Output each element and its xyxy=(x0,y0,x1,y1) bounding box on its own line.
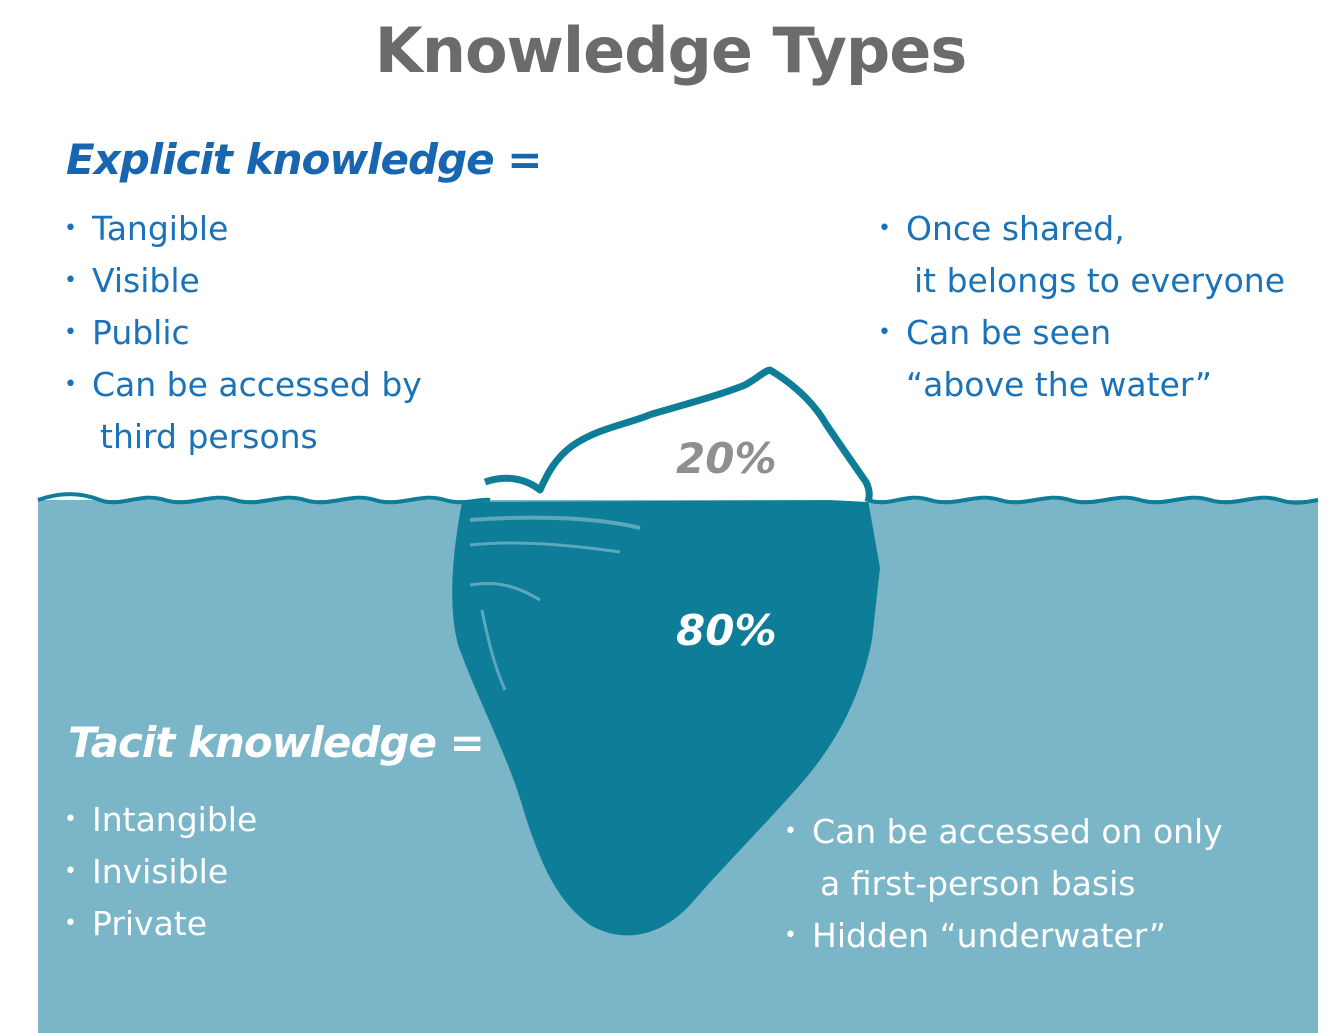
iceberg-underwater-shape xyxy=(452,500,880,936)
below-water-percent: 80% xyxy=(676,606,777,655)
list-item-text: Tangible xyxy=(92,209,229,248)
list-item-text: Private xyxy=(92,904,208,943)
list-item-text: Can be accessed by xyxy=(92,365,422,404)
list-item: Private xyxy=(64,898,257,950)
explicit-left-list: Tangible Visible Public Can be accessed … xyxy=(64,203,422,463)
list-item: Invisible xyxy=(64,846,257,898)
list-item-text-continued: it belongs to everyone xyxy=(914,261,1286,300)
page-title: Knowledge Types xyxy=(374,14,967,87)
list-item-text: Once shared, xyxy=(906,209,1125,248)
list-item: Tangible xyxy=(64,203,422,255)
iceberg-streak-4 xyxy=(480,609,507,691)
tacit-knowledge-heading: Tacit knowledge = xyxy=(68,718,485,767)
iceberg-streak-1 xyxy=(469,515,641,530)
list-item-text: Visible xyxy=(92,261,200,300)
list-item-text: Intangible xyxy=(92,800,258,839)
list-item: Intangible xyxy=(64,794,257,846)
list-item-text-continued: “above the water” xyxy=(906,365,1212,404)
list-item-text: Can be seen xyxy=(906,313,1112,352)
list-item-text: Can be accessed on only xyxy=(812,812,1223,851)
list-item-text: Public xyxy=(92,313,190,352)
list-item: Hidden “underwater” xyxy=(784,910,1223,962)
list-item: Can be accessed by third persons xyxy=(64,359,422,463)
iceberg-streak-2 xyxy=(469,541,621,554)
list-item-text-continued: a first-person basis xyxy=(820,864,1136,903)
iceberg-streak-3 xyxy=(469,581,541,602)
iceberg-tip-outline xyxy=(483,366,873,504)
list-item: Can be accessed on only a first-person b… xyxy=(784,806,1223,910)
list-item-text: Hidden “underwater” xyxy=(812,916,1166,955)
list-item-text-continued: third persons xyxy=(100,417,318,456)
list-item: Once shared, it belongs to everyone xyxy=(878,203,1285,307)
list-item: Public xyxy=(64,307,422,359)
list-item: Can be seen “above the water” xyxy=(878,307,1285,411)
tacit-right-list: Can be accessed on only a first-person b… xyxy=(784,806,1223,962)
waterline-waves xyxy=(37,492,1319,505)
tacit-left-list: Intangible Invisible Private xyxy=(64,794,257,950)
list-item: Visible xyxy=(64,255,422,307)
above-water-percent: 20% xyxy=(676,434,777,483)
explicit-knowledge-heading: Explicit knowledge = xyxy=(66,135,542,184)
list-item-text: Invisible xyxy=(92,852,229,891)
explicit-right-list: Once shared, it belongs to everyone Can … xyxy=(878,203,1285,411)
